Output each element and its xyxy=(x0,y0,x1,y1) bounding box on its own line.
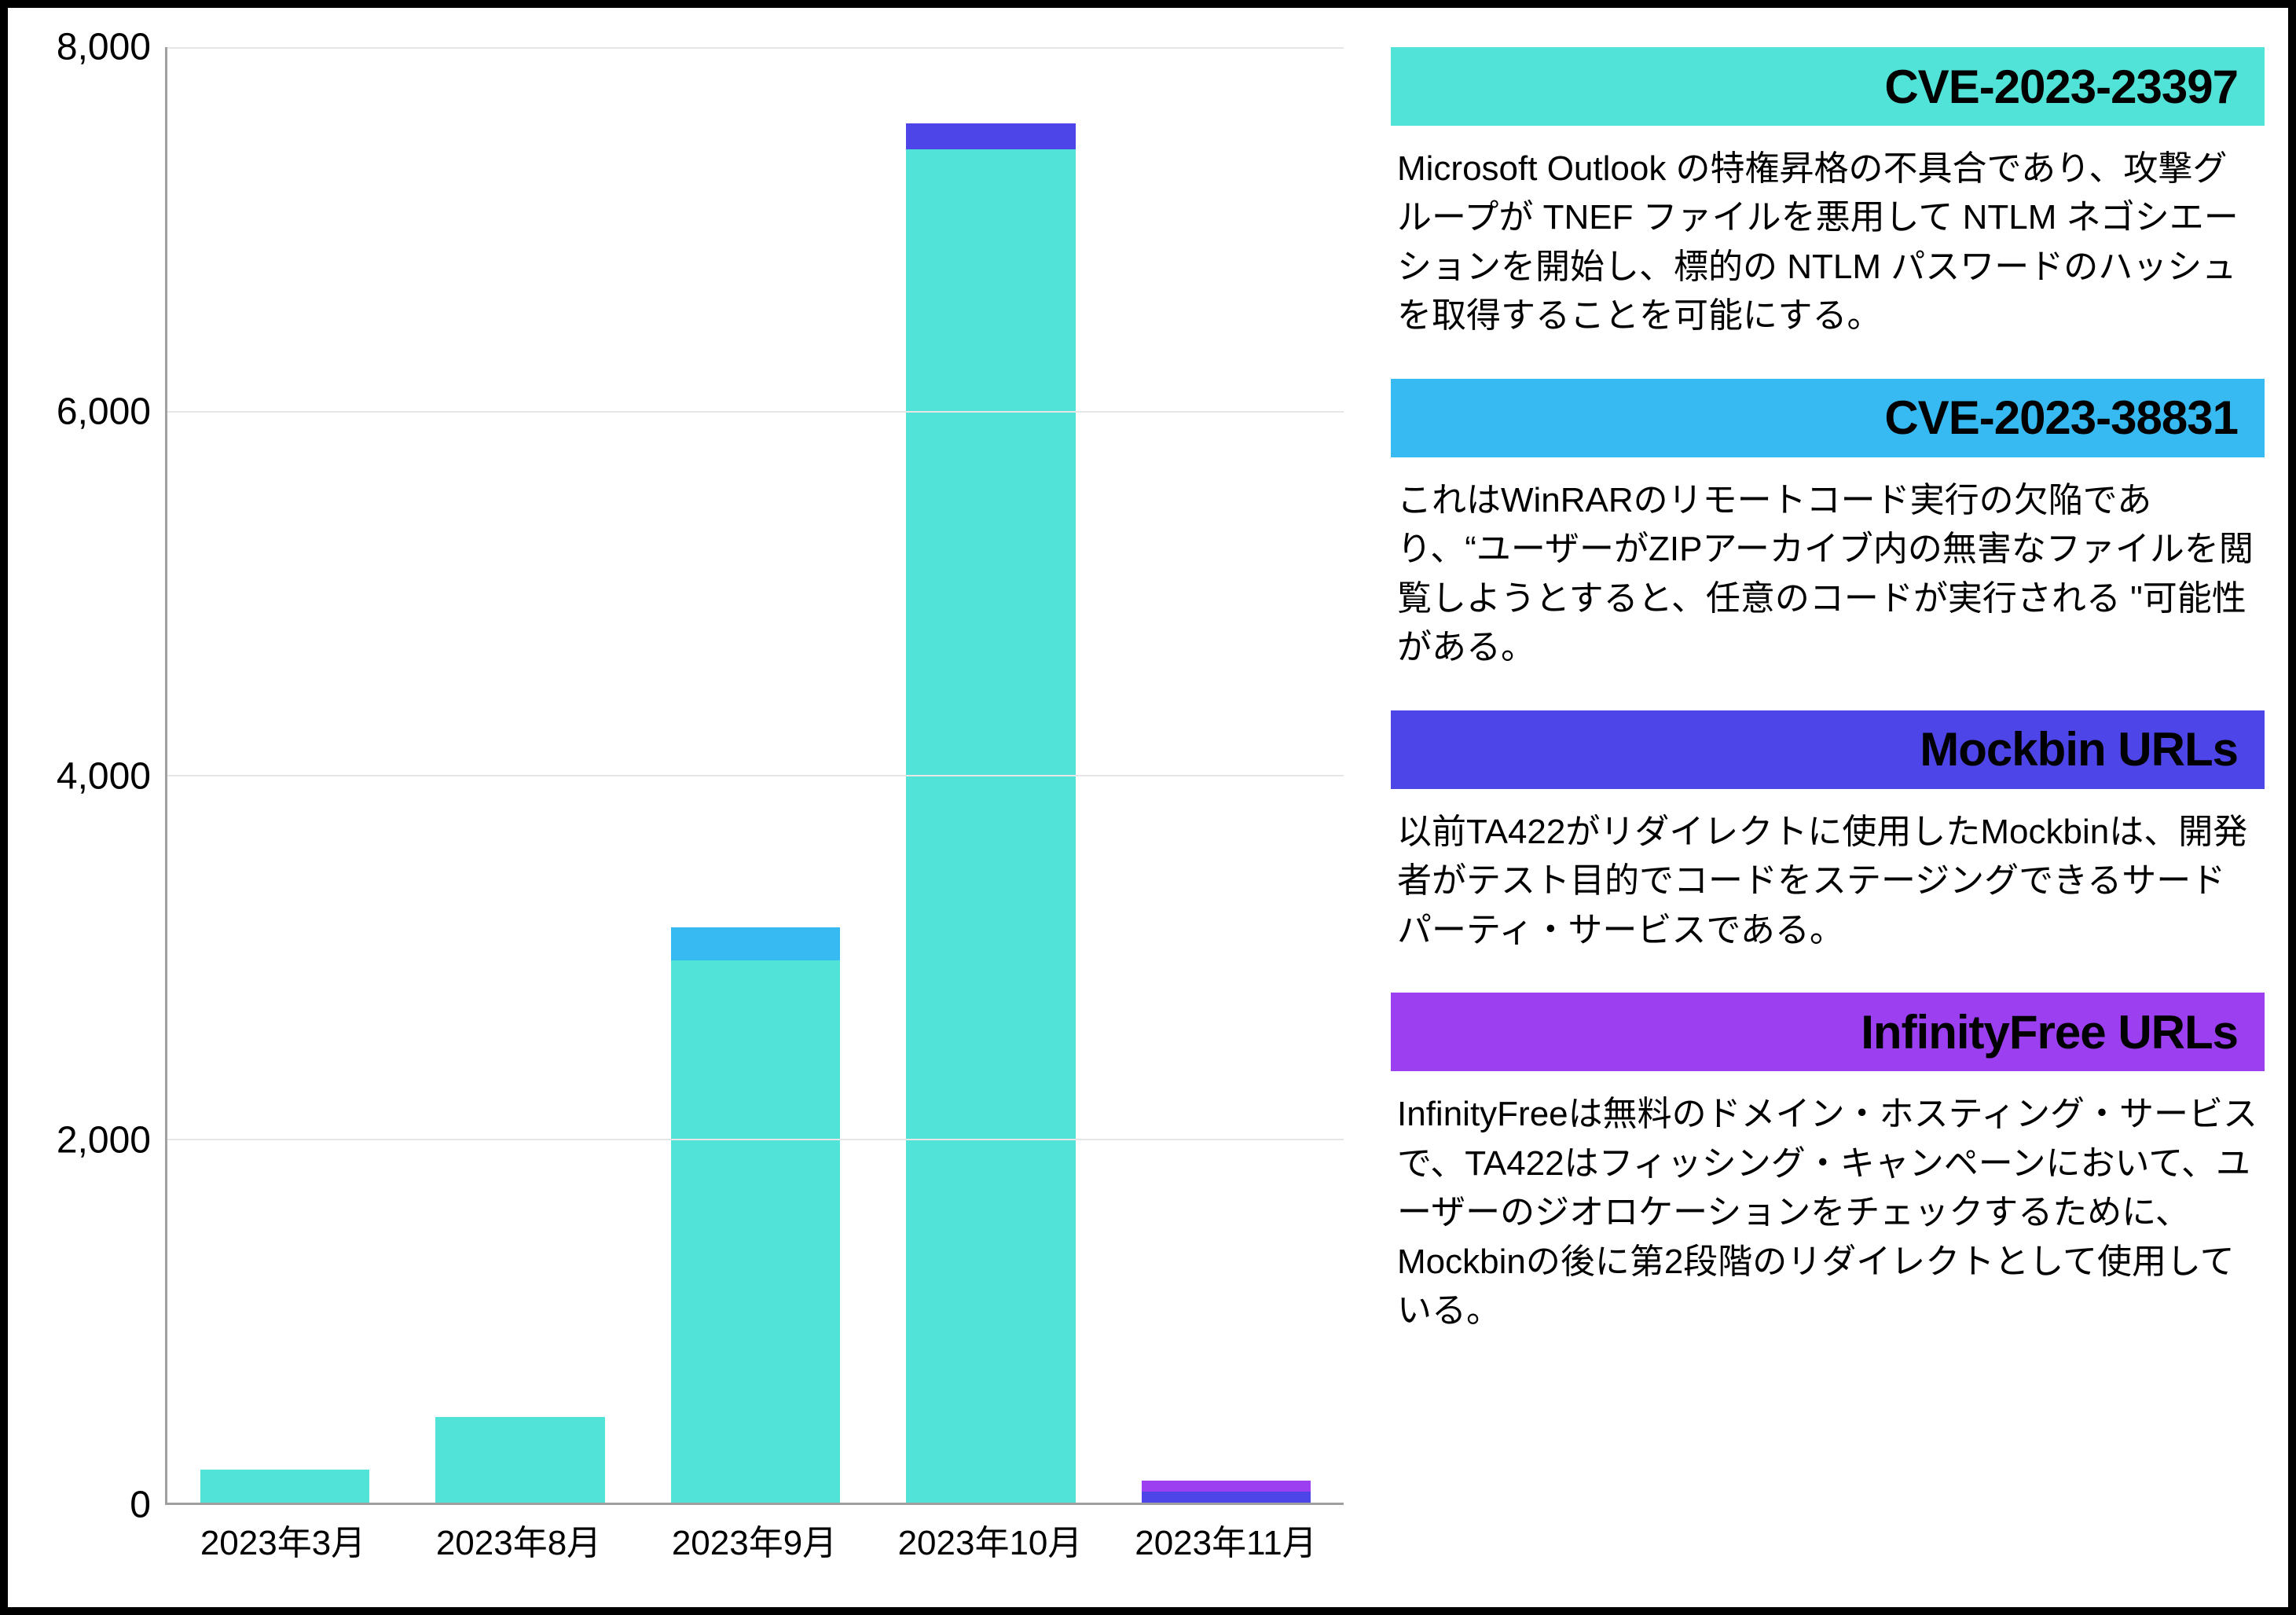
y-axis: 02,0004,0006,0008,000 xyxy=(24,47,165,1505)
gridline xyxy=(167,47,1344,49)
legend-description: 以前TA422がリダイレクトに使用したMockbinは、開発者がテスト目的でコー… xyxy=(1391,789,2265,955)
legend-description: InfinityFreeは無料のドメイン・ホスティング・サービスで、TA422は… xyxy=(1391,1071,2265,1335)
bar xyxy=(435,1417,605,1503)
bar-segment-cve_23397 xyxy=(435,1417,605,1503)
legend-header: Mockbin URLs xyxy=(1391,710,2265,789)
legend-header: InfinityFree URLs xyxy=(1391,993,2265,1071)
y-tick-label: 8,000 xyxy=(57,26,151,69)
bar-segment-cve_23397 xyxy=(200,1470,370,1503)
bar-segment-cve_23397 xyxy=(671,960,841,1503)
bar-segment-infinityfree xyxy=(1142,1481,1311,1492)
legend-description: これはWinRARのリモートコード実行の欠陥であり、“ユーザーがZIPアーカイブ… xyxy=(1391,457,2265,673)
x-tick-label: 2023年10月 xyxy=(872,1505,1108,1591)
bar xyxy=(671,927,841,1503)
x-tick-label: 2023年3月 xyxy=(165,1505,401,1591)
legend-description: Microsoft Outlook の特権昇格の不具合であり、攻撃グループが T… xyxy=(1391,126,2265,341)
y-tick-label: 0 xyxy=(130,1484,151,1527)
legend-item-infinityfree: InfinityFree URLsInfinityFreeは無料のドメイン・ホス… xyxy=(1391,993,2265,1335)
x-tick-label: 2023年11月 xyxy=(1108,1505,1344,1591)
legend-header: CVE-2023-23397 xyxy=(1391,47,2265,126)
gridline xyxy=(167,411,1344,413)
legend-item-cve_23397: CVE-2023-23397Microsoft Outlook の特権昇格の不具… xyxy=(1391,47,2265,341)
bar-segment-mockbin xyxy=(1142,1492,1311,1503)
legend-item-cve_38831: CVE-2023-38831これはWinRARのリモートコード実行の欠陥であり、… xyxy=(1391,379,2265,673)
legend-panel: CVE-2023-23397Microsoft Outlook の特権昇格の不具… xyxy=(1344,24,2265,1591)
y-tick-label: 2,000 xyxy=(57,1119,151,1162)
chart-plot xyxy=(165,47,1344,1505)
legend-item-mockbin: Mockbin URLs以前TA422がリダイレクトに使用したMockbinは、… xyxy=(1391,710,2265,955)
y-tick-label: 4,000 xyxy=(57,754,151,798)
gridline xyxy=(167,775,1344,776)
x-axis: 2023年3月2023年8月2023年9月2023年10月2023年11月 xyxy=(165,1505,1344,1591)
x-tick-label: 2023年9月 xyxy=(636,1505,872,1591)
gridline xyxy=(167,1139,1344,1140)
bar-segment-mockbin xyxy=(906,123,1076,149)
bar-segment-cve_38831 xyxy=(671,927,841,960)
figure-frame: 02,0004,0006,0008,000 2023年3月2023年8月2023… xyxy=(0,0,2296,1615)
chart-area: 02,0004,0006,0008,000 2023年3月2023年8月2023… xyxy=(24,24,1344,1591)
bar xyxy=(200,1470,370,1503)
bar-segment-cve_23397 xyxy=(906,149,1076,1503)
bar xyxy=(1142,1481,1311,1503)
x-tick-label: 2023年8月 xyxy=(401,1505,636,1591)
bar xyxy=(906,123,1076,1503)
y-tick-label: 6,000 xyxy=(57,390,151,433)
legend-header: CVE-2023-38831 xyxy=(1391,379,2265,457)
